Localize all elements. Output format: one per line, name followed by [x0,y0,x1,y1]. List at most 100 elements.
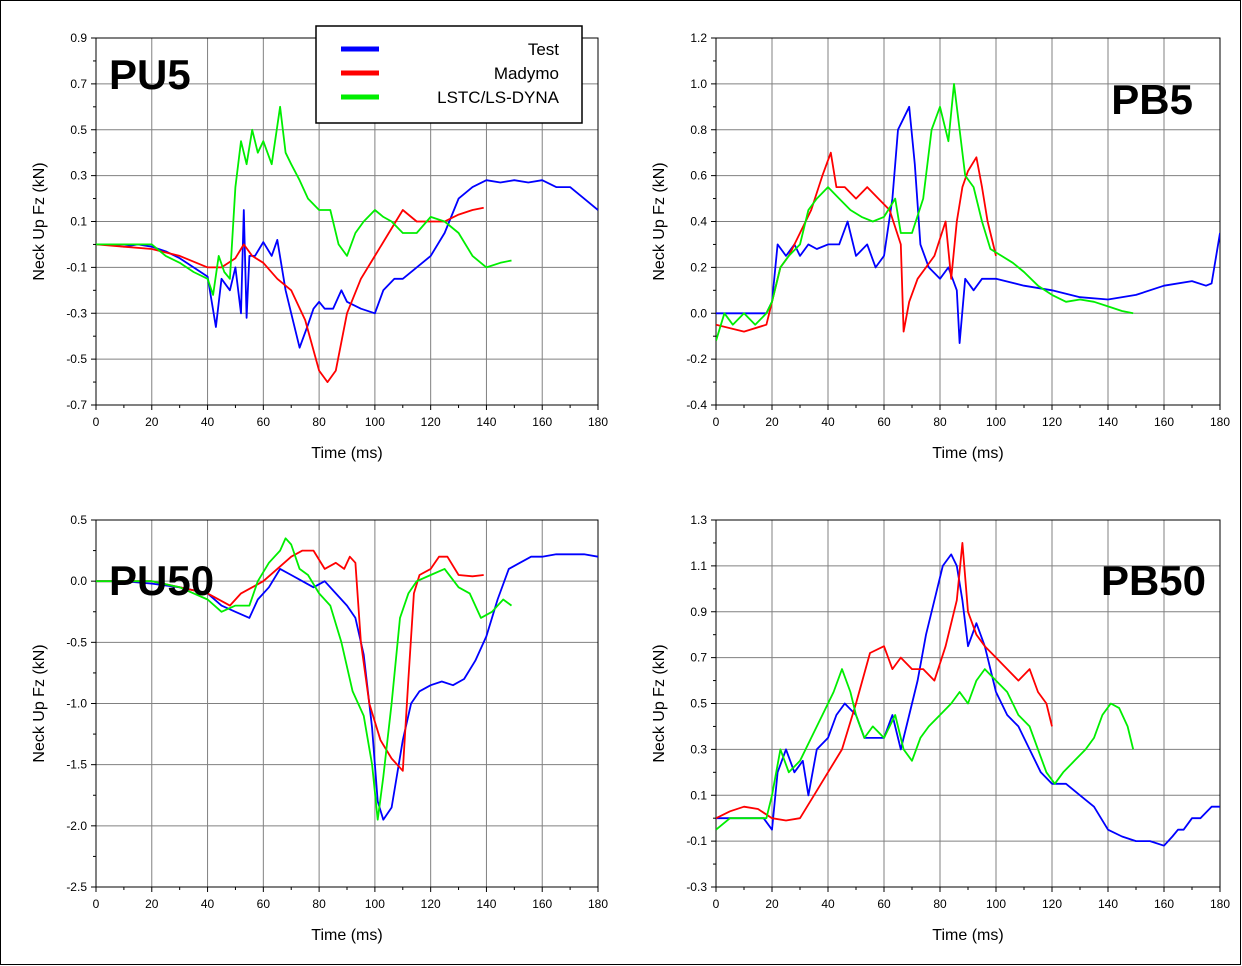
y-tick-label: 0.6 [690,169,707,183]
x-tick-label: 160 [532,897,552,911]
x-tick-label: 80 [312,897,326,911]
y-tick-label: 0.9 [70,31,87,45]
y-tick-label: 0.0 [690,306,707,320]
y-axis-label: Neck Up Fz (kN) [651,162,668,280]
x-tick-label: 0 [713,415,720,429]
x-tick-label: 160 [1154,415,1174,429]
chart-panel-3: 0 20 40 60 80 100 120 140 160 180 0.5 0.0 -0.5 -1.0 -1… [31,513,608,944]
x-tick-label: 20 [765,415,779,429]
x-axis-label: Time (ms) [932,927,1003,944]
x-tick-label: 60 [877,897,891,911]
series-line-lstc-ls-dyna [96,105,512,296]
x-axis-label: Time (ms) [932,445,1003,462]
y-tick-label: 0.1 [70,215,87,229]
x-tick-label: 80 [933,415,947,429]
x-tick-label: 0 [713,897,720,911]
series-line-test [96,179,598,349]
y-tick-label: 0.7 [70,77,87,91]
y-tick-label: 0.3 [70,169,87,183]
legend-label: LSTC/LS-DYNA [437,88,560,107]
panel-title: PU50 [109,557,214,604]
x-tick-label: 120 [421,415,441,429]
x-tick-label: 160 [532,415,552,429]
x-tick-label: 180 [588,415,608,429]
y-tick-label: -0.2 [686,352,707,366]
y-tick-label: -0.5 [66,352,87,366]
x-tick-label: 60 [257,897,271,911]
x-tick-label: 180 [1210,897,1230,911]
x-tick-label: 180 [1210,415,1230,429]
x-tick-label: 160 [1154,897,1174,911]
series-line-madymo [716,151,997,333]
y-tick-label: 0.9 [690,605,707,619]
chart-panel-4: 0 20 40 60 80 100 120 140 160 180 1.3 1.1 0.9 0.7 0.5 0… [651,513,1230,944]
legend: Test Madymo LSTC/LS-DYNA [315,25,583,124]
series-line-lstc-ls-dyna [716,668,1135,831]
y-tick-label: 0.3 [690,742,707,756]
x-tick-label: 140 [1098,415,1118,429]
series-line-lstc-ls-dyna [716,83,1134,342]
y-axis-label: Neck Up Fz (kN) [31,162,48,280]
panel-title: PU5 [109,51,191,98]
x-tick-label: 180 [588,897,608,911]
x-tick-label: 80 [933,897,947,911]
x-tick-label: 80 [312,415,326,429]
x-tick-label: 140 [1098,897,1118,911]
series-line-madymo [96,206,484,383]
y-tick-label: -0.1 [66,260,87,274]
y-tick-label: 1.0 [690,77,707,91]
x-tick-label: 100 [986,897,1006,911]
x-tick-label: 20 [765,897,779,911]
y-tick-label: -0.3 [66,306,87,320]
x-tick-label: 20 [145,415,159,429]
x-tick-label: 140 [476,415,496,429]
grid [715,37,1221,406]
y-tick-label: 1.3 [690,513,707,527]
y-tick-label: -0.5 [66,635,87,649]
y-tick-label: 0.4 [690,215,707,229]
x-axis-label: Time (ms) [311,445,382,462]
legend-label: Test [528,40,559,59]
series-line-madymo [716,542,1053,822]
series-line-test [96,553,598,821]
legend-label: Madymo [494,64,559,83]
x-tick-label: 100 [365,897,385,911]
panel-title: PB5 [1111,76,1193,123]
y-tick-label: 1.2 [690,31,707,45]
series-line-lstc-ls-dyna [96,537,513,821]
y-tick-label: -2.0 [66,819,87,833]
x-tick-label: 120 [1042,897,1062,911]
y-tick-label: 0.5 [690,697,707,711]
y-tick-label: -1.5 [66,758,87,772]
y-tick-label: -2.5 [66,880,87,894]
series-line-test [716,105,1220,344]
x-tick-label: 100 [365,415,385,429]
y-tick-label: 0.2 [690,260,707,274]
y-tick-label: 0.7 [690,651,707,665]
x-tick-label: 60 [257,415,271,429]
x-tick-label: 20 [145,897,159,911]
x-tick-label: 120 [421,897,441,911]
y-tick-label: 0.1 [690,788,707,802]
y-tick-label: -1.0 [66,697,87,711]
x-tick-label: 140 [476,897,496,911]
x-axis-label: Time (ms) [311,927,382,944]
panel-title: PB50 [1101,557,1206,604]
y-tick-label: 1.1 [690,559,707,573]
x-tick-label: 40 [821,897,835,911]
y-tick-label: -0.4 [686,398,707,412]
y-tick-label: 0.5 [70,123,87,137]
x-tick-label: 120 [1042,415,1062,429]
series-line-test [716,553,1220,847]
chart-panel-2: 0 20 40 60 80 100 120 140 160 180 1.2 1.0 0.8 0.6 0.4 0… [651,31,1230,462]
x-tick-label: 0 [93,897,100,911]
y-tick-label: 0.5 [70,513,87,527]
x-tick-label: 60 [877,415,891,429]
y-tick-label: -0.7 [66,398,87,412]
y-tick-label: 0.8 [690,123,707,137]
y-axis-label: Neck Up Fz (kN) [651,644,668,762]
x-tick-label: 40 [201,897,215,911]
y-tick-label: 0.0 [70,574,87,588]
